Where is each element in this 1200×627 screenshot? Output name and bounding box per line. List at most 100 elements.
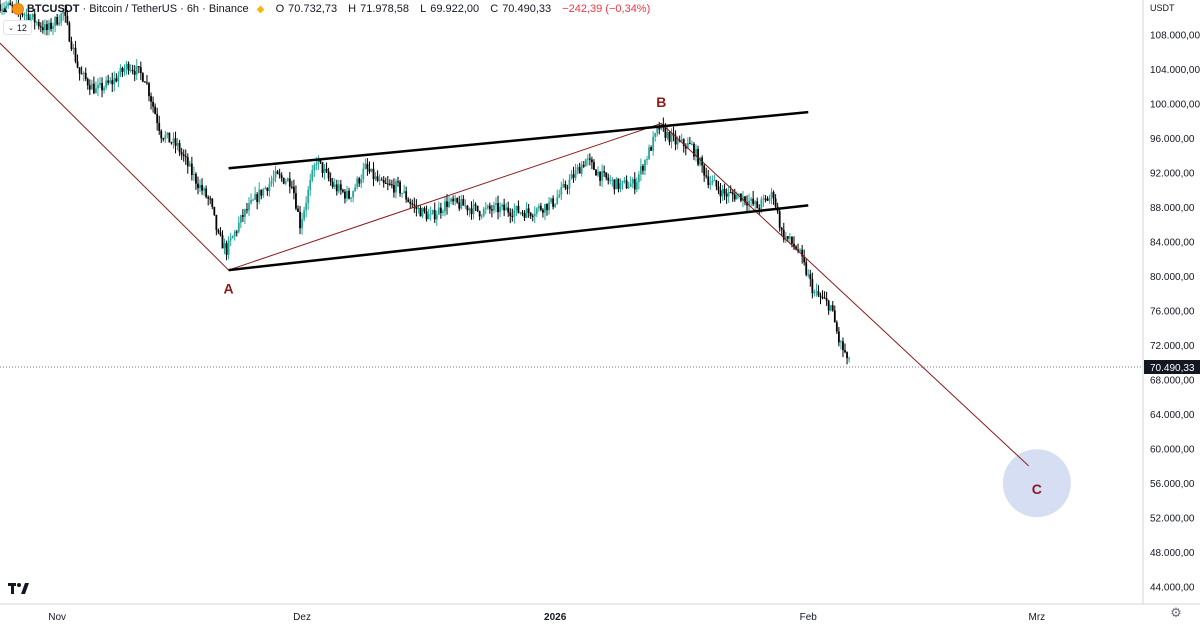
symbol-name[interactable]: BTCUSDT (26, 3, 80, 15)
candle-body (413, 204, 416, 206)
time-tick-label: Dez (293, 612, 311, 623)
candle-body (760, 199, 763, 209)
candle-body (758, 208, 761, 210)
candle-body (154, 106, 157, 114)
candle-body (401, 193, 403, 195)
candle-body (531, 215, 534, 217)
candle-body (233, 231, 236, 237)
candle-body (270, 181, 273, 184)
candle-body (478, 211, 481, 217)
price-axis[interactable]: 44.000,00 48.000,00 52.000,00 56.000,00 60.0… (1150, 31, 1200, 594)
candle-body (468, 208, 471, 211)
candle-body (458, 202, 461, 209)
candle-body (68, 23, 71, 42)
candle-body (344, 191, 346, 199)
candle-body (286, 178, 289, 182)
candle-body (146, 82, 148, 84)
candle-body (227, 240, 230, 255)
candle-body (437, 207, 440, 215)
candle-body (176, 143, 179, 146)
candle-body (103, 87, 105, 91)
candle-body (119, 67, 122, 76)
candle-body (642, 166, 644, 171)
candle-body (284, 181, 287, 184)
candle-body (223, 243, 226, 249)
price-tick-label: 48.000,00 (1150, 548, 1195, 559)
price-tick-label: 52.000,00 (1150, 514, 1195, 525)
candle-body (488, 205, 491, 210)
candle-body (652, 136, 655, 151)
candle-body (548, 202, 550, 211)
chevron-up-icon[interactable]: ▲ (1, 4, 9, 14)
candle-body (1, 8, 3, 11)
candle-body (454, 198, 457, 202)
chart-plot-area[interactable] (0, 0, 1143, 604)
candle-body (229, 238, 232, 241)
gear-icon[interactable]: ⚙ (1170, 605, 1182, 620)
candle-body (570, 174, 573, 180)
candle-body (795, 246, 797, 250)
channel-upper-line (228, 110, 809, 170)
candle-body (556, 197, 559, 204)
candle-body (729, 192, 732, 194)
candle-body (362, 168, 365, 180)
price-tick-label: 60.000,00 (1150, 445, 1195, 456)
candle-body (162, 138, 165, 140)
candle-body (23, 14, 26, 16)
candle-body (784, 236, 787, 240)
candle-body (21, 13, 24, 15)
candle-body (815, 291, 818, 293)
price-tick-label: 64.000,00 (1150, 410, 1195, 421)
candle-body (664, 127, 667, 138)
candle-body (472, 204, 475, 215)
candle-body (837, 331, 840, 343)
candle-body (778, 211, 781, 228)
candle-body (609, 180, 612, 182)
candle-body (499, 206, 501, 213)
candle-body (737, 193, 740, 196)
tradingview-logo[interactable] (8, 582, 30, 601)
candle-body (691, 143, 693, 145)
candle-body (666, 132, 669, 138)
currency-label[interactable]: USDT (1150, 3, 1175, 13)
indicator-chip[interactable]: ⌄ 12 (3, 20, 32, 35)
candle-body (117, 75, 120, 82)
wave-labels-layer: A B C (224, 94, 1042, 497)
wave-label-b: B (656, 94, 666, 110)
candle-body (809, 274, 812, 280)
candle-body (617, 178, 620, 189)
candle-body (593, 162, 595, 170)
candle-body (315, 163, 318, 166)
candle-body (209, 198, 212, 200)
candle-body (801, 249, 804, 257)
candle-body (705, 175, 708, 177)
candle-body (193, 174, 195, 176)
time-axis[interactable]: Nov Dez 2026 Feb Mrz (48, 612, 1045, 623)
candle-body (109, 80, 112, 83)
candle-body (764, 198, 767, 200)
candle-body (339, 184, 342, 190)
candle-body (703, 165, 706, 176)
candle-body (125, 63, 128, 69)
candle-body (166, 132, 169, 136)
candle-body (190, 163, 193, 176)
candle-body (419, 207, 422, 217)
candle-body (448, 201, 450, 207)
candle-body (333, 184, 336, 187)
indicator-count: 12 (16, 22, 27, 33)
candle-body (297, 208, 299, 212)
price-tick-label: 72.000,00 (1150, 341, 1195, 352)
candle-body (313, 165, 316, 171)
candle-body (631, 179, 634, 184)
candle-body (370, 168, 373, 172)
drawings-layer (0, 42, 1030, 467)
candle-body (90, 83, 93, 90)
close-value: 70.490,33 (502, 3, 552, 15)
time-tick-label: Feb (800, 612, 818, 623)
candle-body (774, 198, 777, 207)
candle-body (429, 213, 432, 215)
candle-body (309, 180, 312, 190)
candle-body (509, 212, 512, 216)
candle-body (278, 173, 281, 176)
